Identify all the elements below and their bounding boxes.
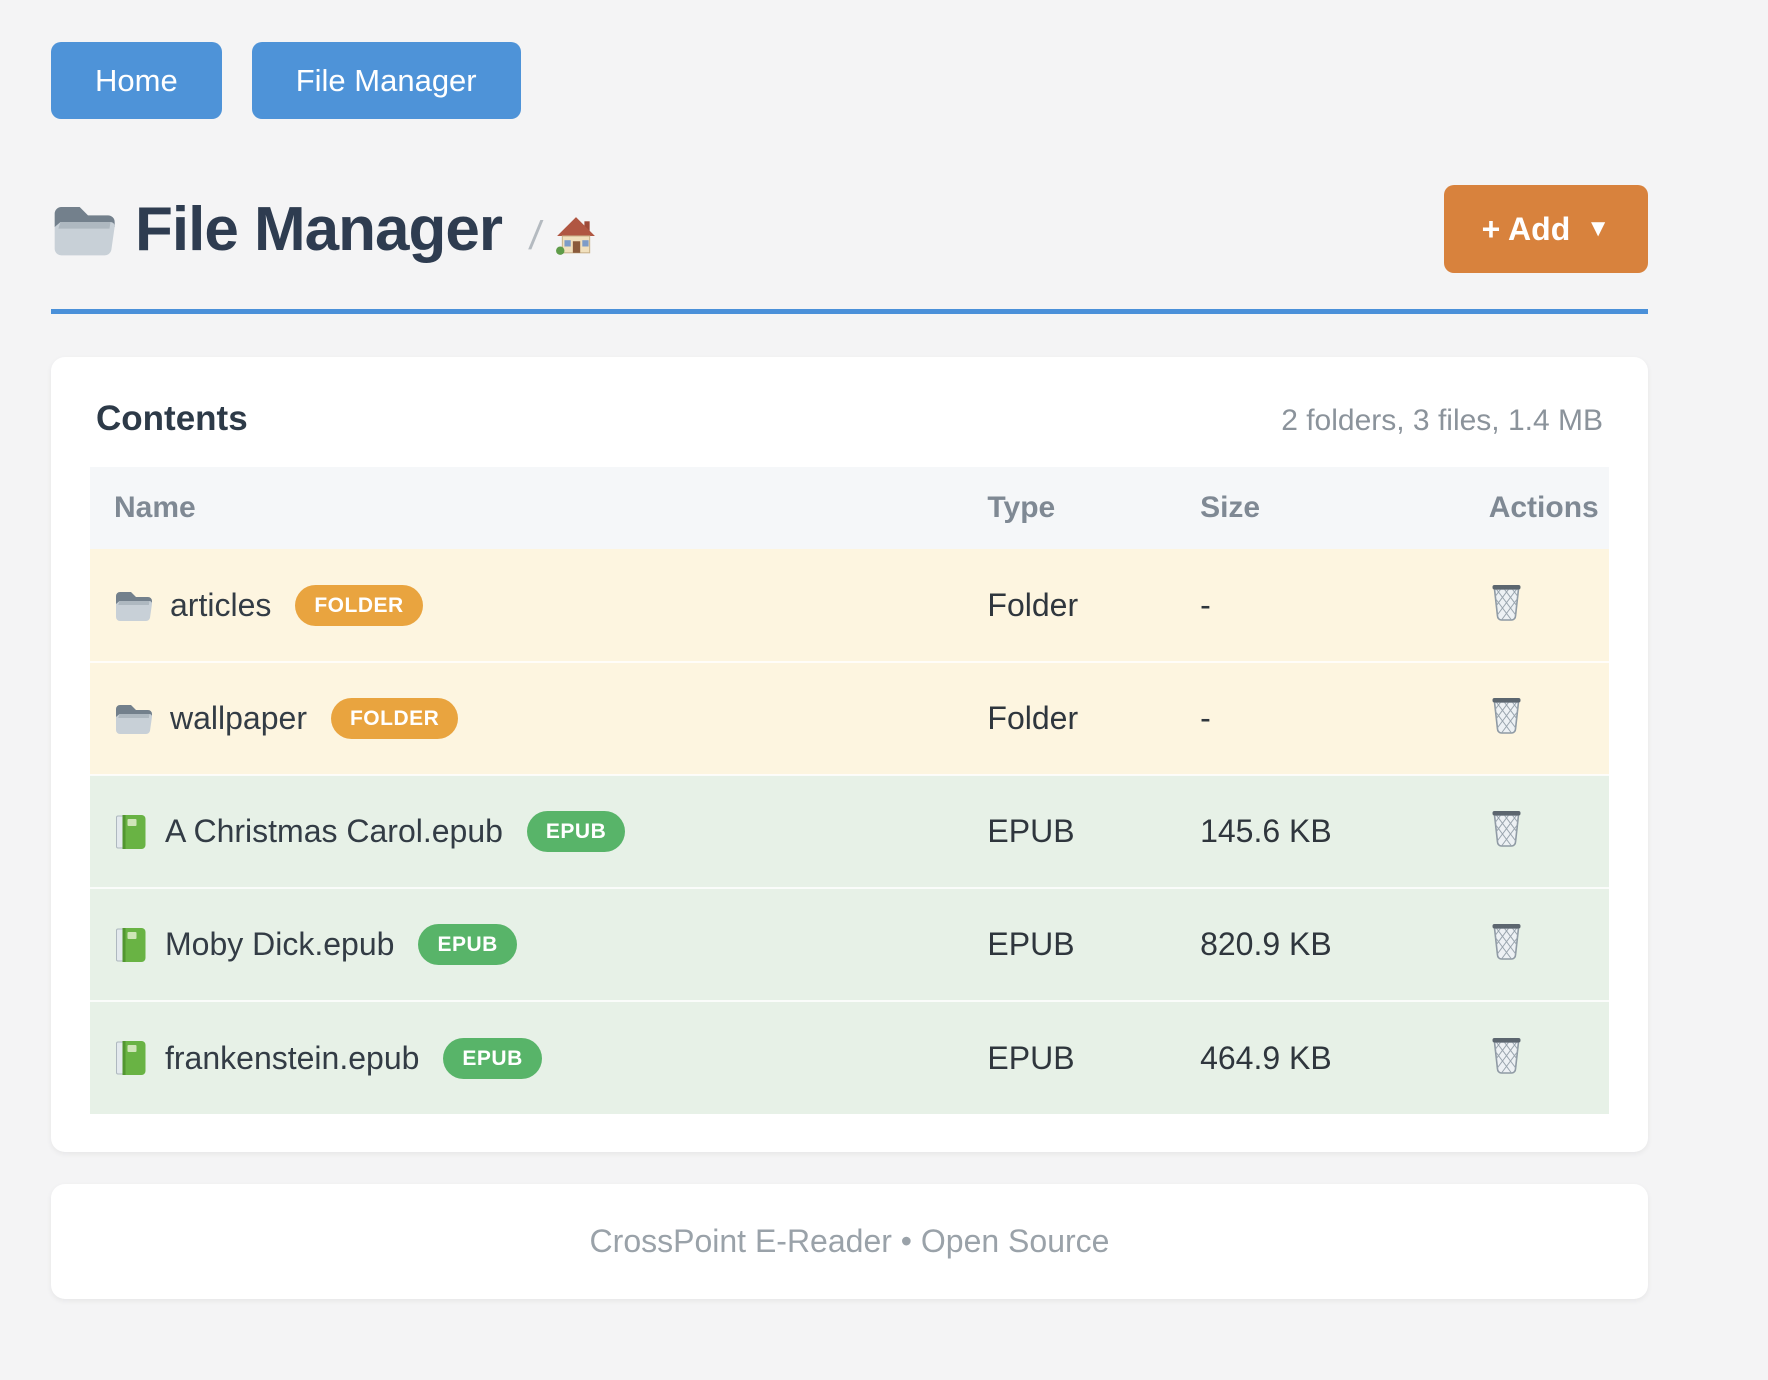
- header-divider: [51, 309, 1648, 314]
- epub-badge: EPUB: [526, 811, 626, 852]
- file-name: A Christmas Carol.epub: [165, 813, 503, 849]
- table-header-row: Name Type Size Actions: [90, 467, 1609, 549]
- file-size: 464.9 KB: [1176, 1000, 1465, 1114]
- trash-icon: [1489, 921, 1524, 960]
- trash-icon: [1489, 582, 1524, 621]
- column-header-size: Size: [1176, 467, 1465, 549]
- breadcrumb: /: [526, 200, 597, 259]
- file-size: 145.6 KB: [1176, 774, 1465, 888]
- table-row-christmas-carol[interactable]: A Christmas Carol.epub EPUB EPUB 145.6 K…: [90, 774, 1609, 888]
- file-name: wallpaper: [170, 700, 307, 736]
- trash-icon: [1489, 695, 1524, 734]
- add-button-label: + Add: [1481, 211, 1571, 247]
- caret-down-icon: ▼: [1586, 215, 1610, 242]
- green-book-icon: [114, 1039, 147, 1077]
- file-name: articles: [170, 586, 272, 623]
- top-nav: Home File Manager: [51, 42, 1648, 119]
- table-row-articles[interactable]: articles FOLDER Folder -: [90, 549, 1609, 662]
- delete-button[interactable]: [1489, 582, 1524, 621]
- folder-icon: [51, 202, 115, 257]
- file-size: -: [1176, 549, 1465, 662]
- green-book-icon: [114, 926, 147, 964]
- column-header-actions: Actions: [1464, 467, 1609, 549]
- file-name: frankenstein.epub: [165, 1039, 420, 1076]
- file-type: EPUB: [963, 1000, 1177, 1114]
- file-type: EPUB: [963, 774, 1177, 888]
- nav-button-file-manager[interactable]: File Manager: [251, 42, 521, 119]
- folder-badge: FOLDER: [330, 698, 459, 739]
- breadcrumb-separator: /: [526, 213, 545, 258]
- breadcrumb-home-link[interactable]: [555, 215, 597, 257]
- table-row-frankenstein[interactable]: frankenstein.epub EPUB EPUB 464.9 KB: [90, 1000, 1609, 1114]
- trash-icon: [1489, 808, 1524, 847]
- folder-badge: FOLDER: [295, 584, 423, 626]
- column-header-type: Type: [963, 467, 1177, 549]
- file-table: Name Type Size Actions articles FOLDER: [90, 467, 1609, 1114]
- panel-title: Contents: [96, 399, 248, 438]
- file-type: EPUB: [963, 887, 1177, 1001]
- file-name: Moby Dick.epub: [165, 926, 395, 962]
- file-size: -: [1176, 661, 1465, 775]
- add-button[interactable]: + Add ▼: [1443, 185, 1648, 273]
- home-icon: [555, 215, 597, 257]
- page-title: File Manager: [51, 194, 503, 265]
- contents-panel: Contents 2 folders, 3 files, 1.4 MB Name…: [51, 357, 1648, 1152]
- footer: CrossPoint E-Reader • Open Source: [51, 1184, 1648, 1299]
- delete-button[interactable]: [1489, 921, 1524, 960]
- file-type: Folder: [963, 661, 1177, 775]
- delete-button[interactable]: [1489, 695, 1524, 734]
- epub-badge: EPUB: [443, 1037, 542, 1079]
- table-row-moby-dick[interactable]: Moby Dick.epub EPUB EPUB 820.9 KB: [90, 887, 1609, 1001]
- column-header-name: Name: [90, 467, 964, 549]
- table-row-wallpaper[interactable]: wallpaper FOLDER Folder -: [90, 661, 1609, 775]
- trash-icon: [1489, 1035, 1524, 1074]
- page-header: File Manager / + Add ▼: [51, 185, 1648, 273]
- nav-button-home[interactable]: Home: [51, 42, 222, 119]
- folder-icon: [114, 589, 153, 622]
- page-title-text: File Manager: [135, 194, 503, 264]
- delete-button[interactable]: [1489, 808, 1524, 847]
- page: Home File Manager File Manager / + Add: [51, 42, 1648, 1299]
- delete-button[interactable]: [1489, 1035, 1524, 1074]
- epub-badge: EPUB: [418, 924, 517, 965]
- folder-icon: [114, 702, 153, 735]
- footer-text: CrossPoint E-Reader • Open Source: [589, 1223, 1110, 1259]
- file-size: 820.9 KB: [1176, 887, 1465, 1001]
- green-book-icon: [114, 813, 147, 851]
- panel-summary: 2 folders, 3 files, 1.4 MB: [1281, 404, 1603, 437]
- file-type: Folder: [963, 549, 1177, 662]
